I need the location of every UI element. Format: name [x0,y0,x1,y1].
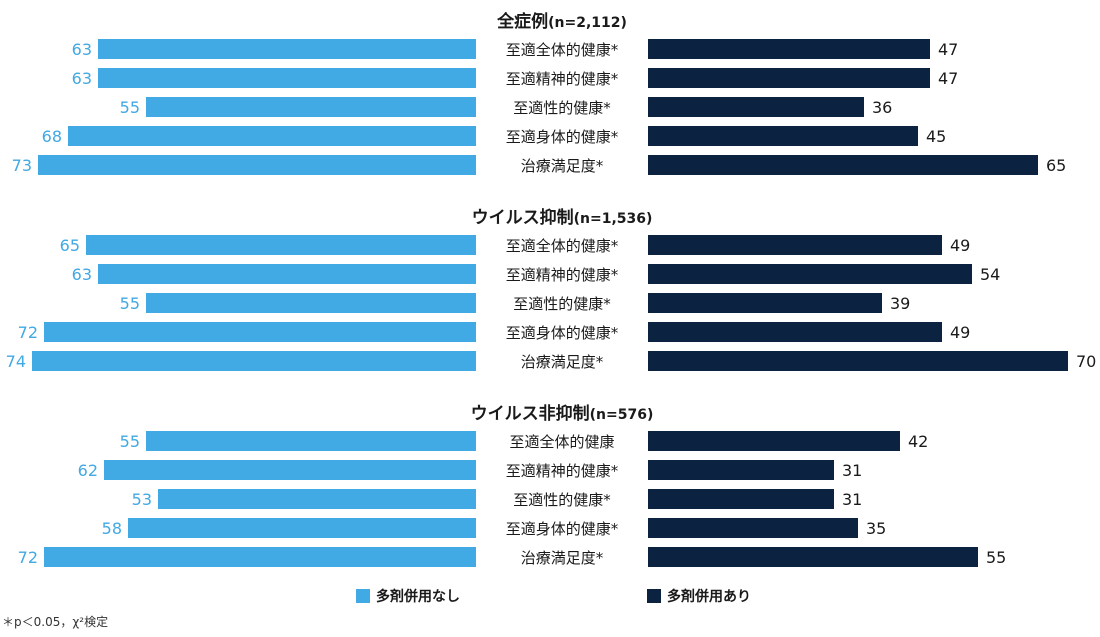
category-label: 至適全体的健康* [506,41,619,59]
value-label-left: 68 [42,127,62,146]
group-title-text: 全症例 [496,11,548,32]
value-label-left: 55 [120,98,140,117]
category-label: 至適全体的健康 [509,433,614,451]
value-label-right: 45 [926,127,946,146]
bar-left [146,293,476,313]
value-label-left: 72 [18,323,38,342]
legend-label-right: 多剤併用あり [667,588,751,605]
bar-left [86,235,476,255]
value-label-right: 47 [938,69,958,88]
group-title-text: ウイルス非抑制 [471,403,590,424]
value-label-right: 49 [950,323,970,342]
group-title: 全症例(n=2,112) [496,11,627,32]
category-label: 至適全体的健康* [506,237,619,255]
value-label-right: 31 [842,490,862,509]
bar-left [32,351,476,371]
value-label-left: 63 [72,69,92,88]
group-3: ウイルス非抑制(n=576) 55 42 至適全体的健康 62 31 至適精神的健康* 53 3… [18,403,1006,567]
category-label: 至適性的健康* [513,491,611,509]
value-label-right: 31 [842,461,862,480]
bar-right [648,489,834,509]
value-label-right: 47 [938,40,958,59]
group-n-label: (n=2,112) [548,15,627,31]
value-label-left: 73 [12,156,32,175]
value-label-right: 70 [1076,352,1096,371]
category-label: 治療満足度* [521,157,604,175]
bar-left [98,39,476,59]
legend-swatch-right [647,589,661,603]
group-1: 全症例(n=2,112) 63 47 至適全体的健康* 63 47 至適精神的健康* 55 36… [12,11,1066,175]
bar-right [648,293,882,313]
bar-right [648,351,1068,371]
bar-right [648,39,930,59]
value-label-left: 55 [120,294,140,313]
footnote: ＊p＜0.05，χ²検定 [2,614,108,629]
category-label: 至適精神的健康* [506,462,619,480]
group-title: ウイルス抑制(n=1,536) [472,207,653,228]
category-label: 至適身体的健康* [506,128,619,146]
bar-right [648,68,930,88]
bar-left [44,547,476,567]
value-label-right: 55 [986,548,1006,567]
value-label-left: 74 [6,352,26,371]
bar-left [38,155,476,175]
bar-right [648,235,942,255]
bar-left [128,518,476,538]
value-label-right: 39 [890,294,910,313]
value-label-left: 55 [120,432,140,451]
value-label-right: 49 [950,236,970,255]
legend: 多剤併用なし 多剤併用あり [356,588,751,605]
bar-left [104,460,476,480]
bar-left [68,126,476,146]
legend-swatch-left [356,589,370,603]
category-label: 至適精神的健康* [506,70,619,88]
value-label-right: 36 [872,98,892,117]
category-label: 治療満足度* [521,549,604,567]
legend-label-left: 多剤併用なし [376,588,460,605]
bar-right [648,264,972,284]
bar-right [648,322,942,342]
value-label-left: 63 [72,265,92,284]
value-label-left: 62 [78,461,98,480]
bar-left [44,322,476,342]
bar-right [648,431,900,451]
bar-left [98,68,476,88]
category-label: 至適身体的健康* [506,324,619,342]
category-label: 治療満足度* [521,353,604,371]
category-label: 至適身体的健康* [506,520,619,538]
bar-right [648,547,978,567]
bar-right [648,97,864,117]
category-label: 至適性的健康* [513,99,611,117]
bar-right [648,126,918,146]
group-title-text: ウイルス抑制 [472,207,574,228]
category-label: 至適精神的健康* [506,266,619,284]
group-2: ウイルス抑制(n=1,536) 65 49 至適全体的健康* 63 54 至適精神的健康* 5… [6,207,1096,371]
bar-left [146,97,476,117]
bar-left [98,264,476,284]
value-label-right: 42 [908,432,928,451]
bar-right [648,518,858,538]
value-label-right: 65 [1046,156,1066,175]
category-label: 至適性的健康* [513,295,611,313]
value-label-right: 54 [980,265,1000,284]
group-n-label: (n=1,536) [574,211,653,227]
value-label-left: 58 [102,519,122,538]
value-label-left: 63 [72,40,92,59]
value-label-right: 35 [866,519,886,538]
bar-left [146,431,476,451]
group-n-label: (n=576) [590,407,654,423]
bar-left [158,489,476,509]
group-title: ウイルス非抑制(n=576) [471,403,654,424]
value-label-left: 72 [18,548,38,567]
bar-right [648,155,1038,175]
value-label-left: 53 [132,490,152,509]
bar-right [648,460,834,480]
value-label-left: 65 [60,236,80,255]
